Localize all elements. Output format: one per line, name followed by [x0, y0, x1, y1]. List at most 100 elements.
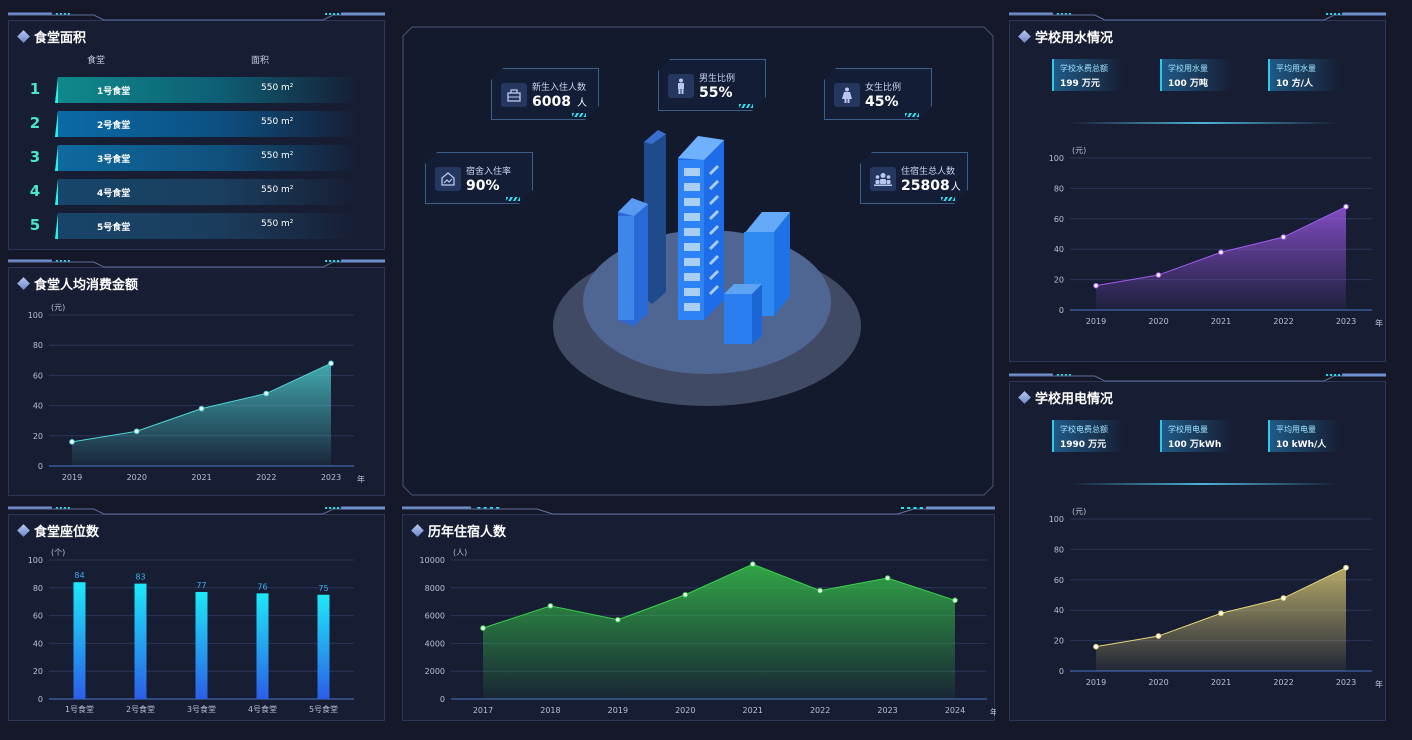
area-row: 2 2号食堂 550 m² — [19, 111, 360, 137]
y-tick-label: 6000 — [425, 612, 445, 621]
series-area — [72, 363, 331, 466]
glow-divider — [1068, 122, 1338, 124]
canteen-name: 3号食堂 — [97, 155, 131, 165]
stat-label: 男生比例 — [699, 74, 736, 84]
canteen-area-value: 550 m² — [261, 117, 294, 127]
x-tick-label: 2022 — [1273, 678, 1293, 687]
data-point — [133, 428, 140, 435]
canteen-area-value: 550 m² — [261, 151, 294, 161]
canteen-area-panel: 食堂面积 食堂 面积 1 1号食堂 550 m² 2 2号食堂 550 m² 3 3号食堂 55… — [8, 12, 385, 250]
y-tick-label: 60 — [33, 371, 43, 380]
stat-label: 新生入住人数 — [532, 83, 587, 93]
x-tick-label: 2019 — [62, 473, 82, 482]
electric-usage: 学校用电量 100 万kWh — [1160, 420, 1232, 452]
data-point — [1218, 249, 1224, 256]
canteen-area-value: 550 m² — [261, 185, 294, 195]
consume-panel: 食堂人均消费金额 0 20 40 60 80 100 (元) 年 2019 2020 2021 202… — [8, 259, 385, 496]
x-tick-label: 2019 — [608, 706, 628, 715]
stripe-decoration — [941, 197, 955, 201]
x-tick-label: 2号食堂 — [126, 704, 155, 714]
y-tick-label: 20 — [1054, 276, 1064, 285]
area-row: 5 5号食堂 550 m² — [19, 213, 360, 239]
panel-title: 食堂人均消费金额 — [17, 274, 138, 293]
y-tick-label: 0 — [1059, 306, 1064, 315]
y-tick-label: 60 — [1054, 576, 1064, 585]
stat-value: 90% — [466, 178, 500, 194]
y-tick-label: 0 — [440, 695, 445, 704]
rank-number: 5 — [29, 216, 41, 234]
x-tick-label: 2020 — [1148, 678, 1168, 687]
male-icon — [668, 74, 694, 98]
bar — [256, 593, 269, 699]
x-tick-label: 2021 — [1211, 317, 1231, 326]
electric-avg: 平均用电量 10 kWh/人 — [1268, 420, 1340, 452]
x-tick-label: 2019 — [1086, 317, 1106, 326]
series-line — [482, 563, 956, 629]
x-tick-label: 5号食堂 — [309, 704, 338, 714]
stat-card-total-residents: 住宿生总人数 25808人 — [860, 152, 968, 204]
y-tick-label: 8000 — [425, 584, 445, 593]
y-unit-label: (元) — [1072, 507, 1086, 516]
data-label: 77 — [196, 581, 206, 590]
seats-chart: 0 20 40 60 80 100 (个) 84 1号食堂 83 2号食堂 77 3号食堂 76 4号食堂 7… — [28, 548, 354, 714]
y-tick-label: 40 — [33, 402, 43, 411]
x-tick-label: 2018 — [540, 706, 560, 715]
y-tick-label: 0 — [38, 695, 43, 704]
water-avg: 平均用水量 10 方/人 — [1268, 59, 1340, 91]
series-area — [1096, 567, 1346, 671]
data-point — [952, 597, 958, 604]
history-chart: 0 2000 4000 6000 8000 10000 (人) 年 2017 2018 2019 20… — [420, 548, 996, 717]
series-area — [483, 564, 955, 699]
stripe-decoration — [506, 197, 520, 201]
stat-label: 女生比例 — [865, 83, 902, 93]
water-panel: 学校用水情况 学校水费总额 199 万元 学校用水量 100 万吨 平均用水量 10 … — [1009, 12, 1386, 362]
data-point — [1280, 595, 1287, 601]
area-bar — [55, 179, 360, 205]
x-unit-label: 年 — [357, 474, 365, 484]
history-panel: 历年住宿人数 0 2000 4000 6000 8000 10000 (人) 年 2017 201… — [402, 506, 996, 721]
seats-panel: 食堂座位数 0 20 40 60 80 100 (个) 84 1号食堂 83 2号食堂 77 3号食堂 7… — [8, 506, 385, 721]
glow-divider — [1068, 483, 1338, 485]
x-tick-label: 2021 — [743, 706, 763, 715]
x-unit-label: 年 — [1375, 679, 1383, 689]
y-tick-label: 100 — [1049, 154, 1064, 163]
y-tick-label: 10000 — [420, 556, 445, 565]
area-row: 4 4号食堂 550 m² — [19, 179, 360, 205]
diamond-icon — [17, 30, 30, 43]
y-tick-label: 20 — [1054, 637, 1064, 646]
area-bar — [55, 77, 360, 103]
stripe-decoration — [905, 113, 919, 117]
data-point — [817, 587, 823, 594]
panel-title: 食堂座位数 — [17, 521, 99, 540]
x-tick-label: 2020 — [127, 473, 147, 482]
rank-number: 4 — [29, 182, 41, 200]
data-point — [480, 625, 486, 631]
data-point — [884, 575, 891, 581]
x-tick-label: 2022 — [1273, 317, 1293, 326]
x-tick-label: 2017 — [473, 706, 493, 715]
rank-number: 2 — [29, 114, 41, 132]
x-unit-label: 年 — [990, 707, 996, 717]
y-tick-label: 20 — [33, 432, 43, 441]
x-tick-label: 2021 — [191, 473, 211, 482]
panel-decoration — [8, 12, 385, 22]
canteen-name: 4号食堂 — [97, 189, 131, 199]
stripe-decoration — [739, 104, 753, 108]
bar — [134, 583, 147, 699]
stripe-decoration — [572, 113, 586, 117]
x-tick-label: 4号食堂 — [248, 704, 277, 714]
stat-card-new-residents: 新生入住人数 6008 人 — [491, 68, 599, 120]
water-chart: 0 20 40 60 80 100 (元) 年 2019 2020 2021 2022 2023 — [1049, 146, 1383, 328]
x-tick-label: 3号食堂 — [187, 704, 216, 714]
data-label: 83 — [135, 573, 145, 582]
x-tick-label: 2022 — [256, 473, 276, 482]
stat-label: 宿舍入住率 — [466, 167, 512, 177]
column-header-name: 食堂 — [87, 56, 106, 66]
canteen-name: 5号食堂 — [97, 223, 131, 233]
y-tick-label: 40 — [1054, 245, 1064, 254]
x-tick-label: 2021 — [1211, 678, 1231, 687]
x-tick-label: 2023 — [321, 473, 341, 482]
canteen-area-value: 550 m² — [261, 83, 294, 93]
area-bar — [55, 213, 360, 239]
data-point — [1218, 610, 1224, 617]
